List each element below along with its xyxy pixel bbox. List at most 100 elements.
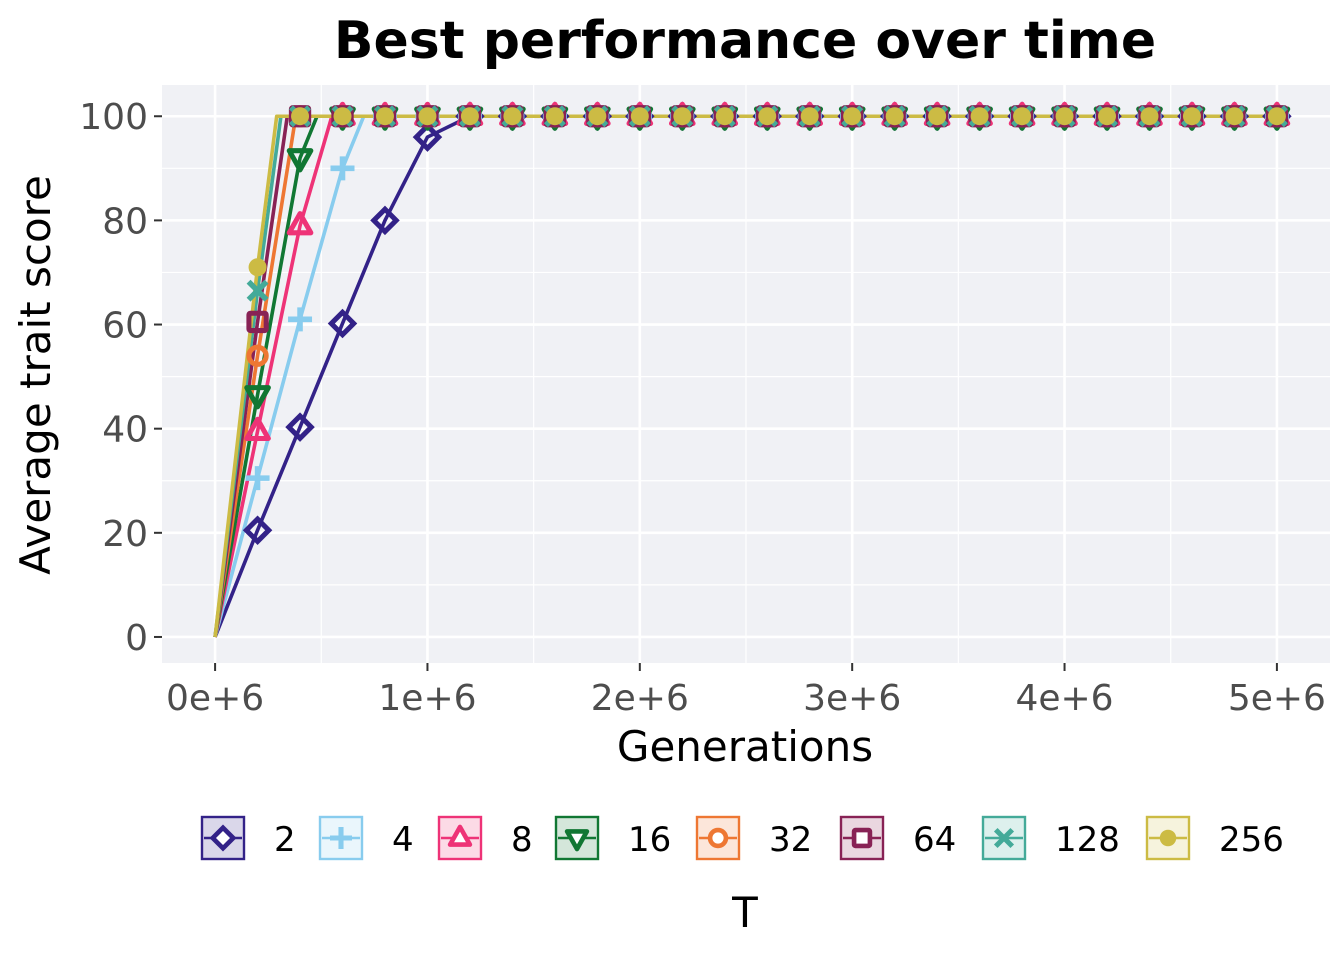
legend-key-marker <box>330 827 352 849</box>
data-point <box>1267 107 1286 126</box>
marker-shape <box>242 515 273 545</box>
legend-item-4: 4 <box>318 815 414 861</box>
marker-shape <box>330 827 352 849</box>
marker-shape <box>291 107 310 126</box>
series-points <box>242 101 1292 545</box>
legend-item-256: 256 <box>1145 815 1284 861</box>
data-point <box>885 107 904 126</box>
legend-item-32: 32 <box>695 815 812 861</box>
x-tick-label: 3e+6 <box>803 678 901 719</box>
marker-shape <box>1267 107 1286 126</box>
marker-shape <box>1182 107 1201 126</box>
marker-shape <box>851 827 873 849</box>
marker-shape <box>1013 107 1032 126</box>
marker-shape <box>1140 107 1159 126</box>
legend-label: 256 <box>1219 820 1284 860</box>
chart-title: Best performance over time <box>334 11 1156 71</box>
marker-shape <box>715 107 734 126</box>
data-point <box>418 107 437 126</box>
legend-key-marker <box>209 824 237 852</box>
data-point <box>412 122 443 152</box>
data-point <box>588 107 607 126</box>
legend: 2 4 8 16 32 64 128 256 <box>200 815 1284 861</box>
marker-shape <box>286 148 314 173</box>
legend-key-marker <box>1159 829 1177 847</box>
marker-shape <box>843 107 862 126</box>
y-axis: 0 20 40 60 80 100 <box>79 97 162 659</box>
data-point <box>758 107 777 126</box>
legend-key-marker <box>851 827 873 849</box>
x-tick-label: 5e+6 <box>1228 678 1326 719</box>
data-point <box>242 515 273 545</box>
marker-shape <box>375 107 394 126</box>
data-point <box>1098 107 1117 126</box>
legend-key-marker <box>993 827 1015 849</box>
marker-shape <box>246 310 269 334</box>
x-axis: 0e+6 1e+6 2e+6 3e+6 4e+6 5e+6 <box>166 663 1326 719</box>
marker-shape <box>630 107 649 126</box>
data-point <box>375 107 394 126</box>
data-point <box>1225 107 1244 126</box>
data-point <box>248 258 267 277</box>
marker-shape <box>244 416 271 441</box>
data-point <box>673 107 692 126</box>
y-tick-label: 0 <box>125 618 148 659</box>
data-point <box>545 107 564 126</box>
legend-label: 32 <box>769 820 812 860</box>
marker-shape <box>1225 107 1244 126</box>
y-tick-label: 100 <box>79 97 148 138</box>
legend-label: 128 <box>1055 820 1120 860</box>
data-point <box>330 156 355 181</box>
marker-shape <box>288 307 313 332</box>
data-point <box>333 107 352 126</box>
marker-shape <box>286 211 314 236</box>
y-tick-label: 20 <box>102 514 148 555</box>
marker-shape <box>209 824 237 852</box>
marker-shape <box>1159 829 1177 847</box>
data-point <box>460 107 479 126</box>
marker-shape <box>928 107 947 126</box>
legend-key-marker <box>447 824 473 847</box>
x-tick-label: 1e+6 <box>378 678 476 719</box>
legend-label: 8 <box>511 820 533 860</box>
data-point <box>1055 107 1074 126</box>
legend-title: T <box>731 888 758 937</box>
marker-shape <box>246 344 269 367</box>
legend-item-128: 128 <box>981 815 1120 861</box>
x-axis-title: Generations <box>617 722 873 771</box>
marker-shape <box>758 107 777 126</box>
marker-shape <box>248 258 267 277</box>
legend-key-marker <box>564 829 590 852</box>
data-point <box>970 107 989 126</box>
marker-shape <box>673 107 692 126</box>
data-point <box>715 107 734 126</box>
series-markers-256 <box>248 107 1286 277</box>
data-point <box>327 308 358 339</box>
marker-shape <box>412 122 443 152</box>
data-point <box>245 466 270 491</box>
data-point <box>630 107 649 126</box>
data-point <box>285 412 315 442</box>
marker-shape <box>244 385 271 410</box>
data-point <box>1013 107 1032 126</box>
marker-shape <box>447 824 473 847</box>
marker-shape <box>588 107 607 126</box>
marker-shape <box>418 107 437 126</box>
marker-shape <box>333 107 352 126</box>
marker-shape <box>993 827 1015 849</box>
marker-shape <box>885 107 904 126</box>
marker-shape <box>1055 107 1074 126</box>
marker-shape <box>503 107 522 126</box>
x-tick-label: 2e+6 <box>591 678 689 719</box>
y-tick-label: 60 <box>102 306 148 347</box>
x-tick-label: 0e+6 <box>166 678 264 719</box>
data-point <box>370 205 400 236</box>
x-tick-label: 4e+6 <box>1015 678 1113 719</box>
marker-shape <box>285 412 315 442</box>
data-point <box>244 385 271 410</box>
data-point <box>1140 107 1159 126</box>
minor-gridlines <box>162 85 1330 663</box>
legend-label: 4 <box>392 820 414 860</box>
marker-shape <box>707 827 729 849</box>
